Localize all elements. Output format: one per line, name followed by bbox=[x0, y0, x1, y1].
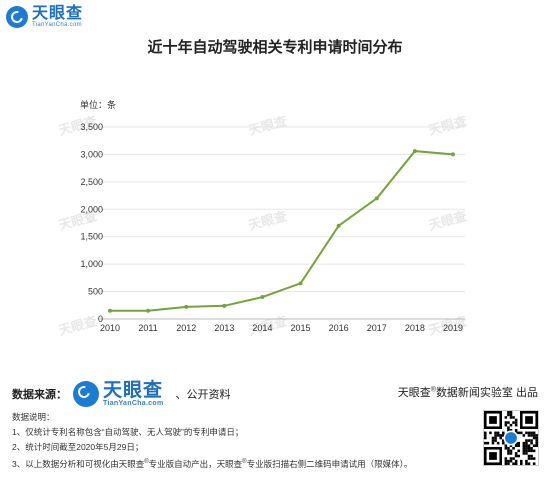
data-point bbox=[298, 281, 303, 286]
x-tick-label: 2013 bbox=[214, 323, 234, 333]
y-tick-label: 1,000 bbox=[80, 259, 103, 269]
watermark-text: 天眼查 bbox=[57, 313, 100, 338]
footer-logo: 天眼查 TianYanCha.com bbox=[73, 381, 163, 407]
data-point bbox=[412, 149, 417, 154]
series-line bbox=[110, 150, 454, 312]
y-tick-label: 1,500 bbox=[80, 232, 103, 242]
brand-name: 天眼查 bbox=[32, 5, 84, 22]
data-point bbox=[146, 308, 151, 313]
public-data-label: 、公开资料 bbox=[175, 389, 231, 401]
brand-domain: TianYanCha.com bbox=[32, 22, 82, 28]
watermark-text: 天眼查 bbox=[247, 113, 290, 138]
y-tick-label: 3,500 bbox=[80, 122, 103, 132]
credit-reg: ® bbox=[430, 386, 436, 394]
note-1: 1、仅统计专利名称包含“自动驾驶、无人驾驶”的专利申请日； bbox=[12, 427, 244, 437]
credit: 天眼查®数据新闻实验室 出品 bbox=[398, 384, 538, 400]
watermark-text: 天眼查 bbox=[427, 113, 470, 138]
y-tick-label: 3,000 bbox=[80, 149, 103, 159]
footer-brand-name: 天眼查 bbox=[103, 380, 164, 401]
note-3: 3、以上数据分析和可视化由天眼查®专业版自动产出，天眼查®专业版扫描右侧二维码申… bbox=[12, 458, 413, 469]
x-tick-label: 2016 bbox=[329, 323, 349, 333]
y-tick-label: 0 bbox=[98, 314, 103, 324]
y-tick-label: 2,500 bbox=[80, 177, 103, 187]
notes-title: 数据说明： bbox=[12, 412, 55, 422]
credit-text: 数据新闻实验室 出品 bbox=[435, 387, 538, 399]
data-source: 数据来源： 天眼查 TianYanCha.com 、公开资料 bbox=[12, 381, 230, 407]
y-tick-labels: 0 500 1,000 1,500 2,000 2,500 3,000 3,500 bbox=[80, 122, 103, 324]
x-tick-label: 2010 bbox=[100, 323, 120, 333]
data-notes: 数据说明： 1、仅统计专利名称包含“自动驾驶、无人驾驶”的专利申请日； 2、统计… bbox=[12, 410, 412, 472]
x-tick-label: 2017 bbox=[367, 323, 387, 333]
eye-logo-icon bbox=[6, 6, 28, 28]
chart-title: 近十年自动驾驶相关专利申请时间分布 bbox=[147, 39, 403, 56]
data-point bbox=[336, 223, 341, 228]
x-tick-label: 2011 bbox=[138, 323, 157, 333]
footer-brand-domain: TianYanCha.com bbox=[103, 400, 164, 407]
data-point bbox=[374, 196, 379, 201]
y-tick-label: 2,000 bbox=[80, 204, 103, 214]
watermark-text: 天眼查 bbox=[247, 208, 290, 233]
gridlines bbox=[100, 126, 465, 320]
data-point bbox=[108, 308, 112, 313]
note-2: 2、统计时间截至2020年5月29日； bbox=[12, 442, 144, 452]
data-point bbox=[222, 303, 227, 308]
watermark-text: 天眼查 bbox=[427, 208, 470, 233]
x-tick-label: 2015 bbox=[291, 323, 311, 333]
data-point bbox=[260, 295, 265, 300]
qr-code-icon[interactable] bbox=[483, 410, 539, 466]
unit-label: 单位：条 bbox=[80, 99, 116, 110]
x-tick-labels: 2010 2011 2012 2013 2014 2015 2016 2017 2018 2019 bbox=[100, 323, 463, 333]
x-tick-label: 2012 bbox=[176, 323, 196, 333]
credit-brand: 天眼查 bbox=[397, 387, 431, 399]
x-tick-label: 2019 bbox=[443, 323, 463, 333]
source-label: 数据来源： bbox=[12, 389, 67, 401]
y-tick-label: 500 bbox=[88, 287, 103, 297]
brand-logo: 天眼查 TianYanCha.com bbox=[6, 6, 83, 28]
x-tick-label: 2018 bbox=[405, 323, 425, 333]
data-point bbox=[184, 304, 189, 309]
eye-logo-icon bbox=[73, 381, 99, 407]
data-points bbox=[108, 149, 455, 313]
data-point bbox=[451, 152, 455, 157]
x-tick-label: 2014 bbox=[252, 323, 272, 333]
